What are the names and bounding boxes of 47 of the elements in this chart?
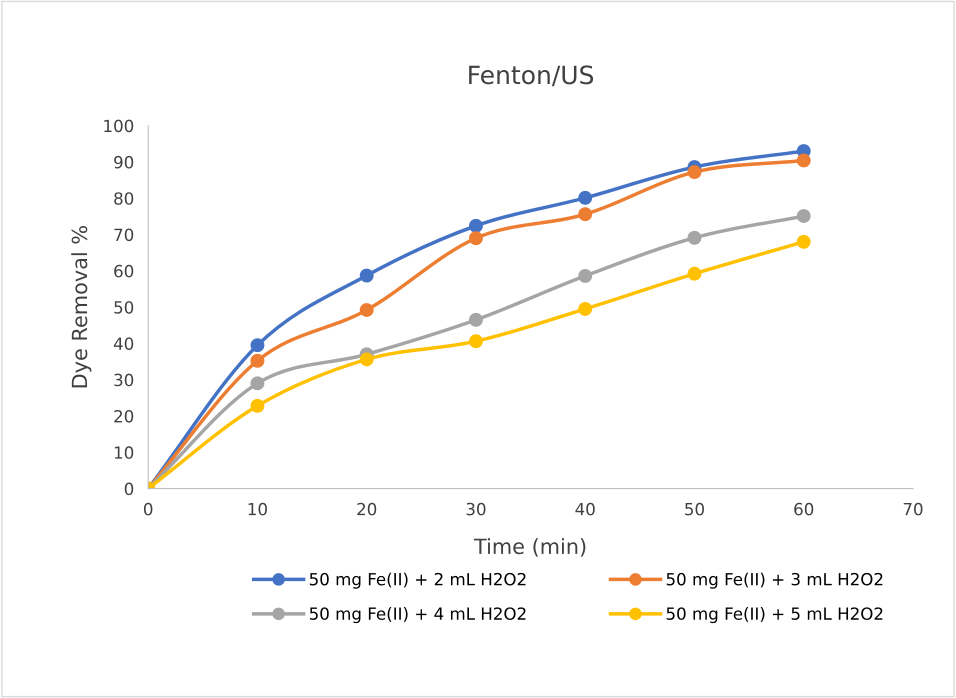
y-tick-label: 70 <box>114 228 134 242</box>
point <box>469 312 483 327</box>
point <box>796 209 811 223</box>
point <box>250 398 264 413</box>
y-tick-label: 30 <box>114 374 134 386</box>
point <box>796 234 811 249</box>
y-axis-title: Dye Removal % <box>71 226 92 388</box>
legend-label: 50 mg Fe(II) + 5 mL H2O2 <box>666 607 882 624</box>
point <box>250 354 264 368</box>
x-tick-label: 0 <box>144 502 152 516</box>
y-tick-label: 40 <box>114 337 134 350</box>
point <box>469 334 483 348</box>
point <box>578 190 592 205</box>
y-tick-label: 20 <box>114 410 134 423</box>
point <box>469 218 483 233</box>
point <box>578 302 592 316</box>
y-tick-label: 60 <box>114 264 134 278</box>
y-tick-label: 10 <box>114 446 134 459</box>
point <box>360 303 374 317</box>
point <box>250 338 264 352</box>
y-tick-label: 0 <box>124 482 134 496</box>
x-tick-label: 10 <box>248 502 267 516</box>
point <box>688 266 702 281</box>
point <box>469 231 483 246</box>
point <box>578 207 592 222</box>
x-tick-label: 40 <box>575 502 595 516</box>
x-tick-label: 30 <box>466 502 486 516</box>
point <box>360 268 374 282</box>
legend-label: 50 mg Fe(II) + 3 mL H2O2 <box>666 572 882 589</box>
x-axis-title: Time (min) <box>474 538 586 557</box>
point <box>250 376 264 390</box>
y-tick-label: 90 <box>114 156 134 169</box>
point <box>688 230 702 245</box>
y-tick-label: 50 <box>114 301 134 314</box>
x-tick-label: 60 <box>794 502 814 516</box>
point <box>578 268 592 283</box>
x-tick-label: 50 <box>685 502 704 516</box>
point <box>360 352 374 366</box>
point <box>796 154 811 168</box>
point <box>688 165 702 180</box>
y-tick-label: 100 <box>104 120 134 132</box>
x-tick-label: 70 <box>904 502 922 516</box>
y-tick-label: 80 <box>114 192 134 205</box>
legend-label: 50 mg Fe(II) + 2 mL H2O2 <box>310 572 526 589</box>
x-tick-label: 20 <box>357 502 376 516</box>
legend-label: 50 mg Fe(II) + 4 mL H2O2 <box>310 607 526 624</box>
chart-title: Fenton/US <box>469 65 594 86</box>
